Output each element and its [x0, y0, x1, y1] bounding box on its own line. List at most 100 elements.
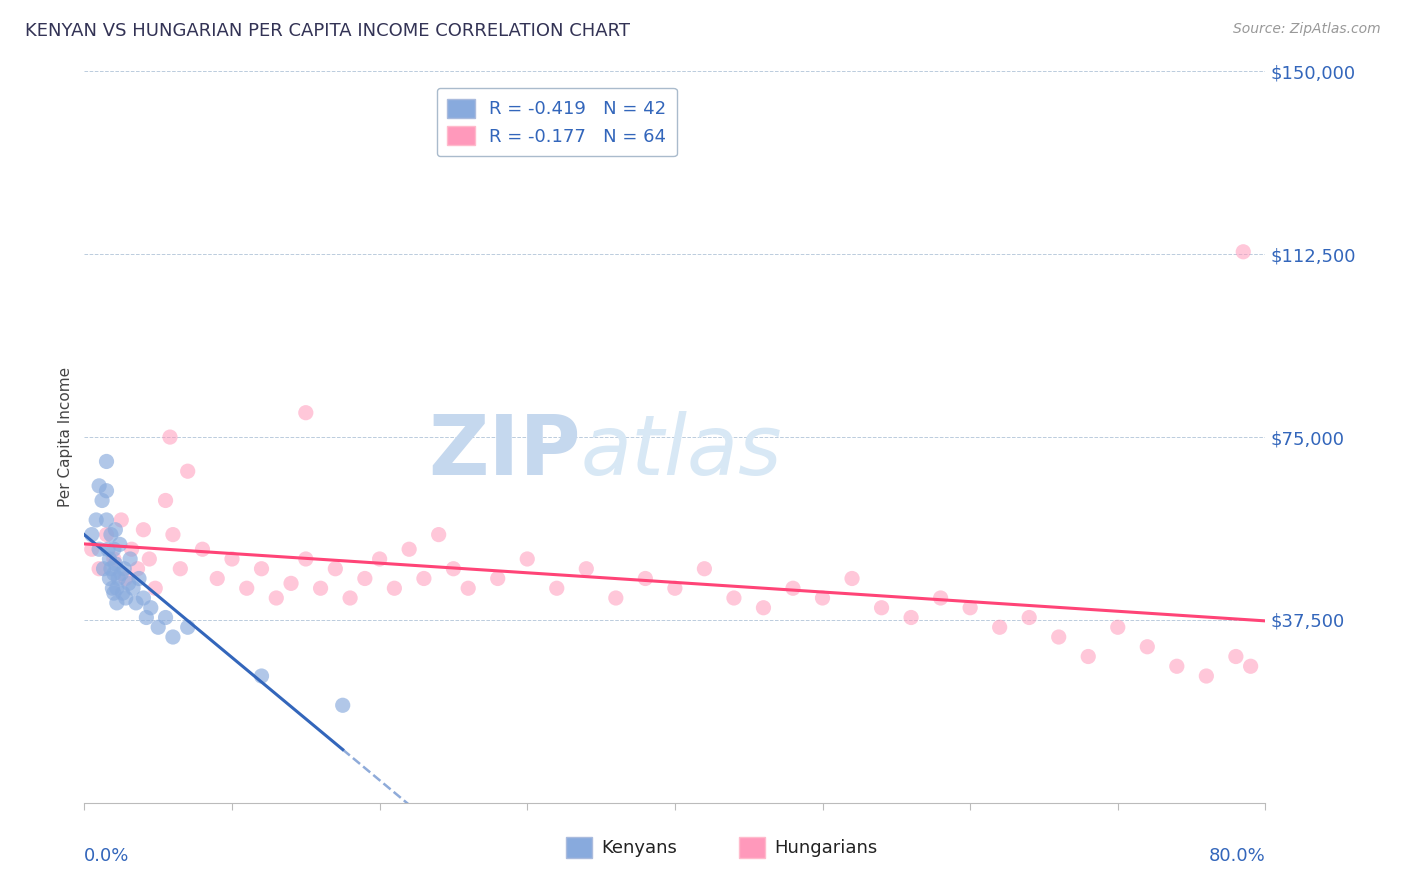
Point: [87, 562, 111, 576]
Point: [841, 572, 863, 586]
Point: [125, 596, 148, 610]
Point: [97, 542, 120, 557]
Point: [266, 591, 288, 605]
Point: [103, 552, 125, 566]
Point: [354, 572, 377, 586]
Point: [1166, 659, 1188, 673]
Point: [101, 581, 124, 595]
Text: Source: ZipAtlas.com: Source: ZipAtlas.com: [1233, 22, 1381, 37]
Point: [1240, 659, 1263, 673]
Point: [1047, 630, 1070, 644]
Point: [87, 479, 111, 493]
Point: [127, 562, 149, 576]
Point: [398, 542, 420, 557]
Point: [782, 581, 804, 595]
Point: [162, 527, 184, 541]
Text: 80.0%: 80.0%: [1209, 847, 1265, 865]
Point: [457, 581, 479, 595]
Point: [177, 620, 200, 634]
Point: [121, 542, 143, 557]
Point: [207, 572, 229, 586]
Point: [110, 513, 132, 527]
Point: [107, 572, 129, 586]
Point: [96, 483, 118, 498]
Point: [177, 464, 200, 478]
Point: [870, 600, 893, 615]
Point: [339, 591, 361, 605]
Point: [959, 600, 981, 615]
Point: [486, 572, 509, 586]
Point: [382, 581, 406, 595]
Point: [723, 591, 745, 605]
Point: [309, 581, 332, 595]
Point: [100, 527, 122, 541]
Point: [1107, 620, 1129, 634]
Point: [155, 493, 177, 508]
Point: [169, 562, 191, 576]
Point: [139, 600, 162, 615]
Point: [80, 542, 103, 557]
Point: [811, 591, 834, 605]
Point: [162, 630, 184, 644]
Point: [332, 698, 354, 713]
Point: [443, 562, 465, 576]
FancyBboxPatch shape: [567, 838, 592, 858]
Point: [118, 576, 141, 591]
Point: [108, 537, 131, 551]
Point: [103, 586, 125, 600]
Point: [250, 669, 273, 683]
Point: [221, 552, 243, 566]
Point: [368, 552, 391, 566]
Point: [103, 566, 125, 581]
Point: [104, 557, 127, 571]
Point: [143, 581, 166, 595]
Point: [104, 523, 127, 537]
Point: [1136, 640, 1159, 654]
Point: [114, 572, 136, 586]
Text: KENYAN VS HUNGARIAN PER CAPITA INCOME CORRELATION CHART: KENYAN VS HUNGARIAN PER CAPITA INCOME CO…: [25, 22, 630, 40]
Point: [1195, 669, 1218, 683]
Point: [80, 527, 103, 541]
Point: [693, 562, 716, 576]
Text: Hungarians: Hungarians: [775, 839, 877, 857]
Point: [191, 542, 214, 557]
Point: [295, 552, 318, 566]
Point: [122, 581, 145, 595]
Text: Kenyans: Kenyans: [602, 839, 678, 857]
Point: [1018, 610, 1040, 624]
Point: [91, 493, 114, 508]
Point: [84, 513, 107, 527]
Point: [114, 591, 136, 605]
Point: [98, 572, 121, 586]
Point: [103, 542, 125, 557]
Point: [1232, 244, 1254, 259]
Point: [325, 562, 347, 576]
Point: [664, 581, 686, 595]
Text: atlas: atlas: [581, 411, 782, 492]
FancyBboxPatch shape: [738, 838, 765, 858]
Point: [128, 572, 150, 586]
Point: [96, 527, 118, 541]
Point: [413, 572, 436, 586]
Point: [111, 586, 134, 600]
Point: [634, 572, 657, 586]
Point: [93, 562, 115, 576]
Point: [929, 591, 952, 605]
Point: [546, 581, 568, 595]
Point: [148, 620, 170, 634]
Text: 0.0%: 0.0%: [84, 847, 129, 865]
Point: [236, 581, 259, 595]
Point: [605, 591, 627, 605]
Point: [96, 513, 118, 527]
Point: [155, 610, 177, 624]
Point: [900, 610, 922, 624]
Point: [87, 542, 111, 557]
Point: [988, 620, 1011, 634]
Point: [138, 552, 160, 566]
Point: [105, 581, 128, 595]
Point: [135, 610, 157, 624]
Point: [132, 591, 155, 605]
Point: [98, 552, 121, 566]
Point: [752, 600, 775, 615]
Point: [575, 562, 598, 576]
